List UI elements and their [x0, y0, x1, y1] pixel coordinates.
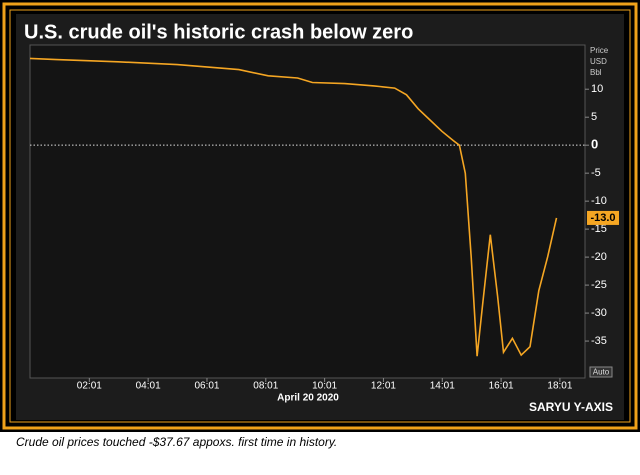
x-tick-label: 04:01: [136, 381, 161, 392]
price-line: [29, 57, 558, 357]
x-tick-label: 14:01: [430, 381, 455, 392]
x-tick-label: 18:01: [547, 381, 572, 392]
y-tick-label: -20: [591, 251, 607, 263]
last-value-label: -13.0: [590, 212, 615, 224]
y-axis-label: Price: [590, 46, 609, 55]
x-tick-label: 02:01: [77, 381, 102, 392]
y-axis-label: USD: [590, 57, 607, 66]
y-tick-label: 5: [591, 111, 597, 123]
y-tick-label: 10: [591, 83, 603, 95]
y-axis-label: Bbl: [590, 68, 602, 77]
source: SARYU Y-AXIS: [529, 400, 613, 414]
last-value-box: [587, 210, 619, 225]
y-tick-label: -10: [591, 195, 607, 207]
x-axis-label: April 20 2020: [277, 393, 339, 404]
x-tick-label: 16:01: [489, 381, 514, 392]
y-tick-label: -30: [591, 307, 607, 319]
x-tick-label: 12:01: [371, 381, 396, 392]
x-tick-label: 10:01: [312, 381, 337, 392]
y-tick-label: -25: [591, 279, 607, 291]
x-tick-label: 08:01: [253, 381, 278, 392]
y-tick-label: -35: [591, 335, 607, 347]
y-tick-label: -15: [591, 223, 607, 235]
scale-mode-box: [589, 366, 613, 378]
y-tick-label: 0: [591, 137, 598, 152]
frame-inner: [9, 9, 631, 423]
frame-orange: [2, 2, 638, 430]
caption: Crude oil prices touched -$37.67 appoxs.…: [16, 435, 337, 449]
chart-title: U.S. crude oil's historic crash below ze…: [24, 21, 413, 43]
y-tick-label: -5: [591, 167, 601, 179]
plot-area: [29, 44, 586, 379]
scale-mode: Auto: [593, 368, 610, 377]
x-tick-label: 06:01: [194, 381, 219, 392]
